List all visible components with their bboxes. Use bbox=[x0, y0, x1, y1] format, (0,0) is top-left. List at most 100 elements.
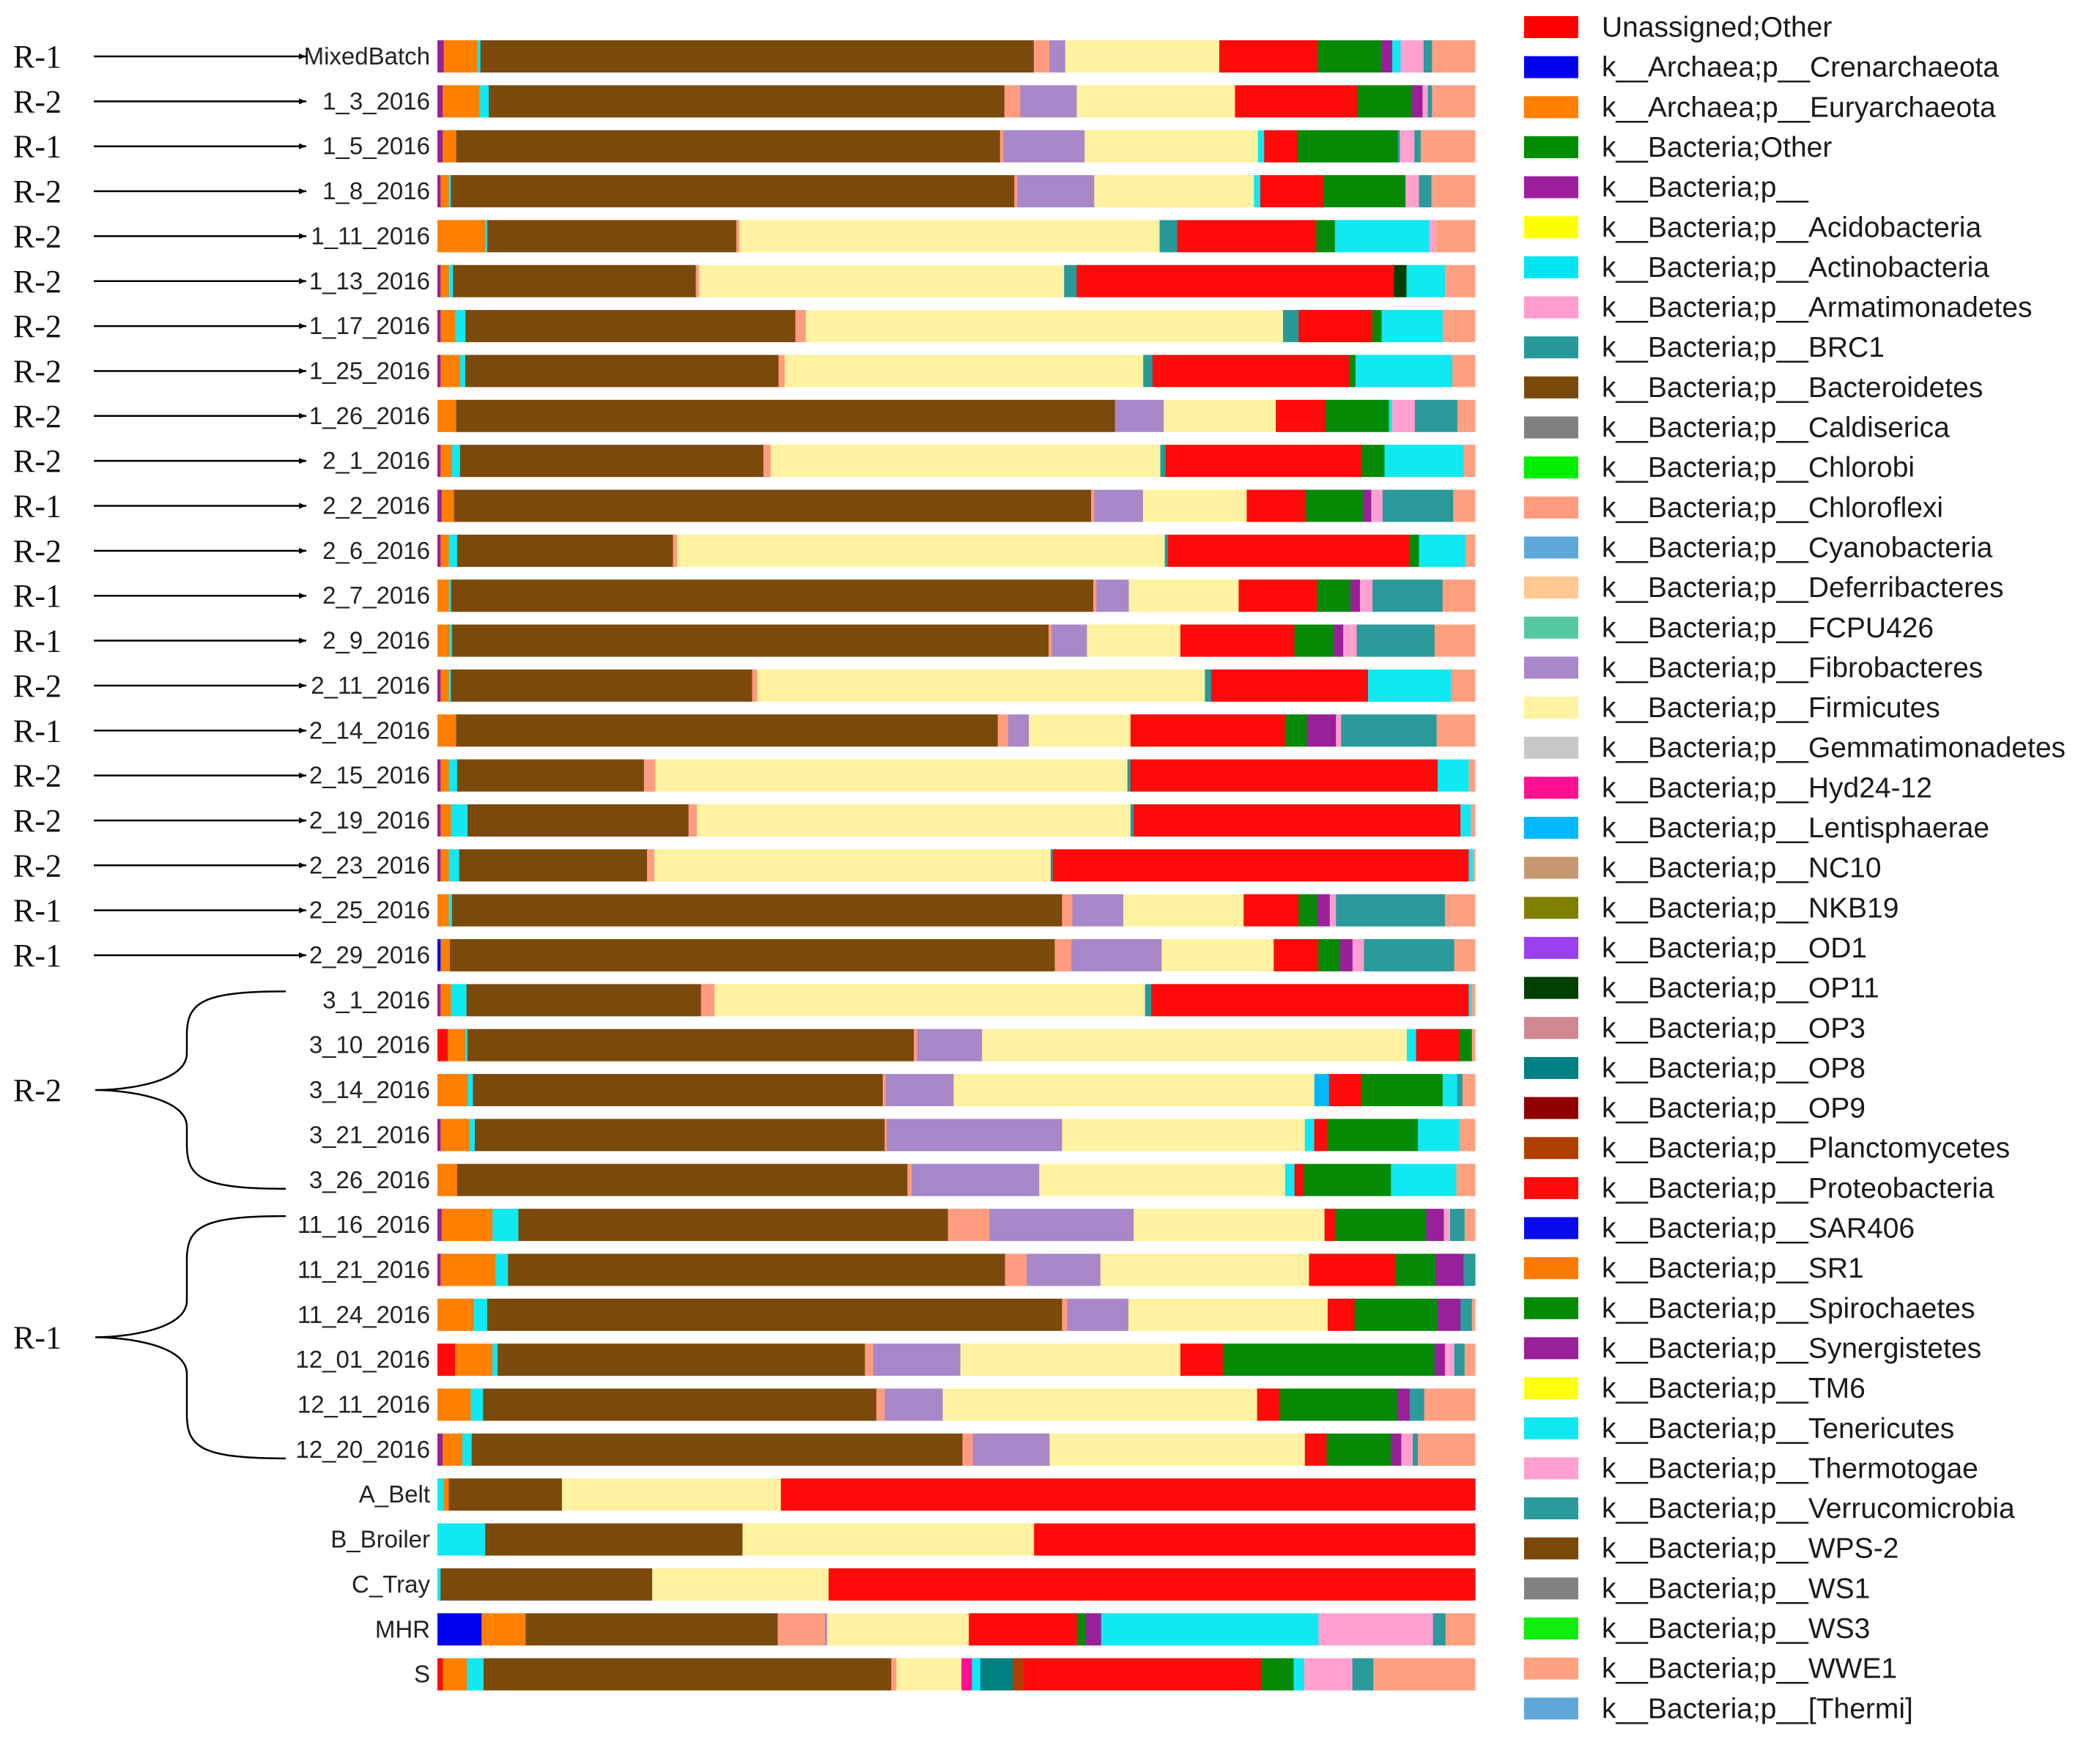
bar-segment-3-26-2016-k-archaea-p-euryarchaeota bbox=[437, 1163, 458, 1196]
bar-segment-2-1-2016-k-bacteria-p-synergistetes bbox=[437, 445, 441, 478]
bar-segment-s-k-bacteria-p-thermotogae bbox=[1304, 1658, 1353, 1691]
bar-segment-1-17-2016-k-bacteria-p-spirochaetes bbox=[1372, 310, 1383, 343]
bar-segment-1-17-2016-k-bacteria-p-proteobacteria bbox=[1298, 310, 1373, 343]
group-label-0: R-2 bbox=[13, 1072, 62, 1108]
bar-segment-11-16-2016-k-bacteria-p-proteobacteria bbox=[1324, 1209, 1336, 1242]
legend-item-k-bacteria-p-sr1: k__Bacteria;p__SR1 bbox=[1524, 1253, 1864, 1284]
legend-swatch-k-bacteria-p-chloroflexi bbox=[1524, 496, 1578, 519]
bar-segment-11-16-2016-k-archaea-p-euryarchaeota bbox=[441, 1209, 493, 1242]
bar-segment-b-broiler-k-bacteria-p-bacteroidetes bbox=[485, 1523, 743, 1556]
bar-segment-11-24-2016-k-bacteria-p-bacteroidetes bbox=[487, 1298, 1063, 1331]
bar-segment-11-16-2016-k-bacteria-p-chloroflexi bbox=[947, 1209, 990, 1242]
reactor-label-mixedbatch: R-1 bbox=[13, 39, 62, 75]
bar-segment-1-3-2016-k-bacteria-p-synergistetes bbox=[437, 85, 443, 118]
bar-segment-2-7-2016-k-bacteria-p-firmicutes bbox=[1128, 579, 1239, 612]
legend-label-k-bacteria-p-lentisphaerae: k__Bacteria;p__Lentisphaerae bbox=[1602, 812, 1989, 844]
bar-segment-2-2-2016-k-bacteria-p-verrucomicrobia bbox=[1382, 489, 1454, 522]
bar-segment-2-1-2016-k-bacteria-p-spirochaetes bbox=[1361, 445, 1386, 478]
legend-swatch-k-bacteria-p-op11 bbox=[1524, 976, 1578, 999]
bar-segment-b-broiler-k-bacteria-p-tenericutes bbox=[437, 1523, 486, 1556]
bar-segment-12-01-2016-k-bacteria-p-tenericutes bbox=[492, 1344, 498, 1376]
legend-label-k-bacteria-p-od1: k__Bacteria;p__OD1 bbox=[1602, 933, 1867, 964]
bar-row-11-24-2016 bbox=[437, 1298, 1476, 1331]
legend-swatch-k-bacteria-other bbox=[1524, 136, 1578, 158]
bar-segment-3-14-2016-k-bacteria-p-verrucomicrobia bbox=[1457, 1074, 1463, 1107]
bar-segment-12-20-2016-k-bacteria-p-bacteroidetes bbox=[471, 1433, 964, 1466]
bar-segment-1-25-2016-k-bacteria-p-chloroflexi bbox=[778, 355, 785, 388]
bar-segment-c-tray-k-bacteria-p-firmicutes bbox=[652, 1568, 829, 1601]
bar-segment-3-1-2016-k-bacteria-p-bacteroidetes bbox=[466, 984, 702, 1017]
legend-label-k-bacteria-p-op9: k__Bacteria;p__OP9 bbox=[1602, 1093, 1866, 1124]
bar-segment-3-14-2016-k-bacteria-p-fibrobacteres bbox=[885, 1074, 955, 1107]
bar-segment-12-20-2016-k-bacteria-p-fibrobacteres bbox=[972, 1433, 1051, 1466]
bar-segment-1-13-2016-k-bacteria-p-tenericutes bbox=[448, 264, 454, 297]
bar-segment-12-20-2016-k-bacteria-p-synergistetes bbox=[437, 1433, 443, 1466]
legend-item-k-bacteria-p-ws1: k__Bacteria;p__WS1 bbox=[1524, 1573, 1870, 1604]
legend-swatch-k-bacteria-p-lentisphaerae bbox=[1524, 817, 1578, 839]
bar-segment-2-2-2016-k-bacteria-p-spirochaetes bbox=[1306, 489, 1364, 522]
legend-label-k-bacteria-p-tenericutes: k__Bacteria;p__Tenericutes bbox=[1602, 1413, 1954, 1445]
bar-segment-1-26-2016-k-bacteria-p-tenericutes bbox=[1389, 399, 1393, 432]
legend-label-k-bacteria-p-proteobacteria: k__Bacteria;p__Proteobacteria bbox=[1602, 1173, 1994, 1204]
bar-segment-1-5-2016-k-bacteria-p-spirochaetes bbox=[1297, 130, 1399, 163]
legend-item-k-bacteria-p: k__Bacteria;p__ bbox=[1524, 172, 1809, 204]
legend-label-k-bacteria-p-wwe1: k__Bacteria;p__WWE1 bbox=[1602, 1653, 1897, 1685]
bar-segment-1-3-2016-k-bacteria-p-firmicutes bbox=[1076, 85, 1236, 118]
bar-segment-3-21-2016-k-bacteria-p-tenericutes bbox=[1304, 1119, 1315, 1152]
sample-label-2-6-2016: 2_6_2016 bbox=[322, 537, 430, 564]
bar-segment-2-11-2016-k-bacteria-p-chloroflexi bbox=[752, 669, 758, 702]
bar-segment-12-11-2016-k-bacteria-p-wwe1 bbox=[1424, 1388, 1476, 1421]
bar-segment-mhr-k-bacteria-p-proteobacteria bbox=[969, 1613, 1078, 1646]
sample-label-1-3-2016: 1_3_2016 bbox=[322, 87, 430, 114]
bar-row-2-25-2016 bbox=[437, 894, 1476, 927]
bar-segment-mixedbatch-k-archaea-p-euryarchaeota bbox=[443, 40, 478, 73]
bar-segment-2-1-2016-k-bacteria-p-firmicutes bbox=[770, 445, 1161, 478]
bar-segment-2-7-2016-k-bacteria-p-thermotogae bbox=[1359, 579, 1373, 612]
bar-row-2-11-2016 bbox=[437, 669, 1476, 702]
bar-segment-2-2-2016-k-bacteria-p-chloroflexi bbox=[1091, 489, 1095, 522]
sample-label-2-14-2016: 2_14_2016 bbox=[309, 716, 430, 744]
bar-segment-2-23-2016-k-bacteria-p-brc1 bbox=[1050, 849, 1054, 882]
bar-segment-1-17-2016-k-bacteria-p-chloroflexi bbox=[795, 310, 807, 343]
legend-label-k-bacteria-p-ws3: k__Bacteria;p__WS3 bbox=[1602, 1613, 1870, 1645]
legend-label-k-bacteria-other: k__Bacteria;Other bbox=[1602, 132, 1832, 163]
legend-swatch-k-bacteria-p-op8 bbox=[1524, 1056, 1578, 1079]
bar-segment-1-17-2016-k-bacteria-p-brc1 bbox=[1283, 310, 1299, 343]
legend-label-k-bacteria-p: k__Bacteria;p__ bbox=[1602, 172, 1809, 204]
legend-item-k-bacteria-p-op3: k__Bacteria;p__OP3 bbox=[1524, 1012, 1866, 1044]
legend-label-k-bacteria-p-sr1: k__Bacteria;p__SR1 bbox=[1602, 1253, 1864, 1284]
bar-segment-2-19-2016-k-archaea-p-euryarchaeota bbox=[440, 804, 452, 837]
legend-item-k-bacteria-p-cyanobacteria: k__Bacteria;p__Cyanobacteria bbox=[1524, 532, 1993, 563]
legend-item-k-bacteria-p-sar406: k__Bacteria;p__SAR406 bbox=[1524, 1213, 1915, 1245]
bar-segment-2-14-2016-k-bacteria-p-spirochaetes bbox=[1284, 714, 1308, 747]
bar-segment-1-13-2016-k-bacteria-p-chloroflexi bbox=[695, 264, 700, 297]
bar-segment-2-9-2016-k-bacteria-p-firmicutes bbox=[1087, 624, 1181, 657]
legend-item-k-bacteria-p-proteobacteria: k__Bacteria;p__Proteobacteria bbox=[1524, 1173, 1994, 1204]
bar-segment-1-11-2016-k-bacteria-p-tenericutes bbox=[485, 220, 488, 253]
bar-segment-11-21-2016-k-bacteria-p-spirochaetes bbox=[1394, 1253, 1436, 1286]
reactor-label-1-8-2016: R-2 bbox=[13, 174, 62, 210]
bar-segment-3-26-2016-k-bacteria-p-tenericutes bbox=[1391, 1163, 1457, 1196]
bar-segment-2-11-2016-k-bacteria-p-synergistetes bbox=[437, 669, 441, 702]
bar-segment-11-24-2016-k-bacteria-p-fibrobacteres bbox=[1067, 1298, 1129, 1331]
bar-segment-1-11-2016-k-bacteria-p-wwe1 bbox=[1435, 220, 1476, 253]
bar-segment-1-13-2016-k-bacteria-p-synergistetes bbox=[437, 264, 441, 297]
bar-segment-2-9-2016-k-bacteria-p-bacteroidetes bbox=[451, 624, 1049, 657]
bar-segment-1-25-2016-k-bacteria-p-synergistetes bbox=[437, 355, 441, 388]
legend-label-k-bacteria-p-sar406: k__Bacteria;p__SAR406 bbox=[1602, 1213, 1915, 1245]
bar-segment-2-7-2016-k-bacteria-p-spirochaetes bbox=[1317, 579, 1351, 612]
reactor-label-1-26-2016: R-2 bbox=[13, 399, 62, 434]
bar-segment-2-2-2016-k-bacteria-p-bacteroidetes bbox=[454, 489, 1092, 522]
bar-segment-2-25-2016-k-bacteria-p-synergistetes bbox=[1317, 894, 1331, 927]
group-annotations-layer: R-2 R-1 bbox=[13, 990, 286, 1460]
bar-segment-1-11-2016-k-bacteria-p-bacteroidetes bbox=[487, 220, 737, 253]
bar-segment-3-26-2016-k-bacteria-p-proteobacteria bbox=[1294, 1163, 1304, 1196]
bar-segment-11-21-2016-k-bacteria-p-chloroflexi bbox=[1005, 1253, 1027, 1286]
bar-segment-2-2-2016-k-bacteria-p-synergistetes bbox=[1363, 489, 1372, 522]
bar-segment-2-9-2016-k-archaea-p-euryarchaeota bbox=[437, 624, 451, 657]
bar-segment-2-29-2016-k-bacteria-p-wwe1 bbox=[1454, 939, 1476, 971]
bar-segment-1-3-2016-k-bacteria-p-proteobacteria bbox=[1235, 85, 1358, 118]
legend-item-k-bacteria-p-gemmatimonadetes: k__Bacteria;p__Gemmatimonadetes bbox=[1524, 733, 2066, 764]
bar-segment-12-20-2016-k-bacteria-p-firmicutes bbox=[1049, 1433, 1306, 1466]
bar-segment-12-01-2016-k-bacteria-p-proteobacteria bbox=[1180, 1344, 1224, 1376]
